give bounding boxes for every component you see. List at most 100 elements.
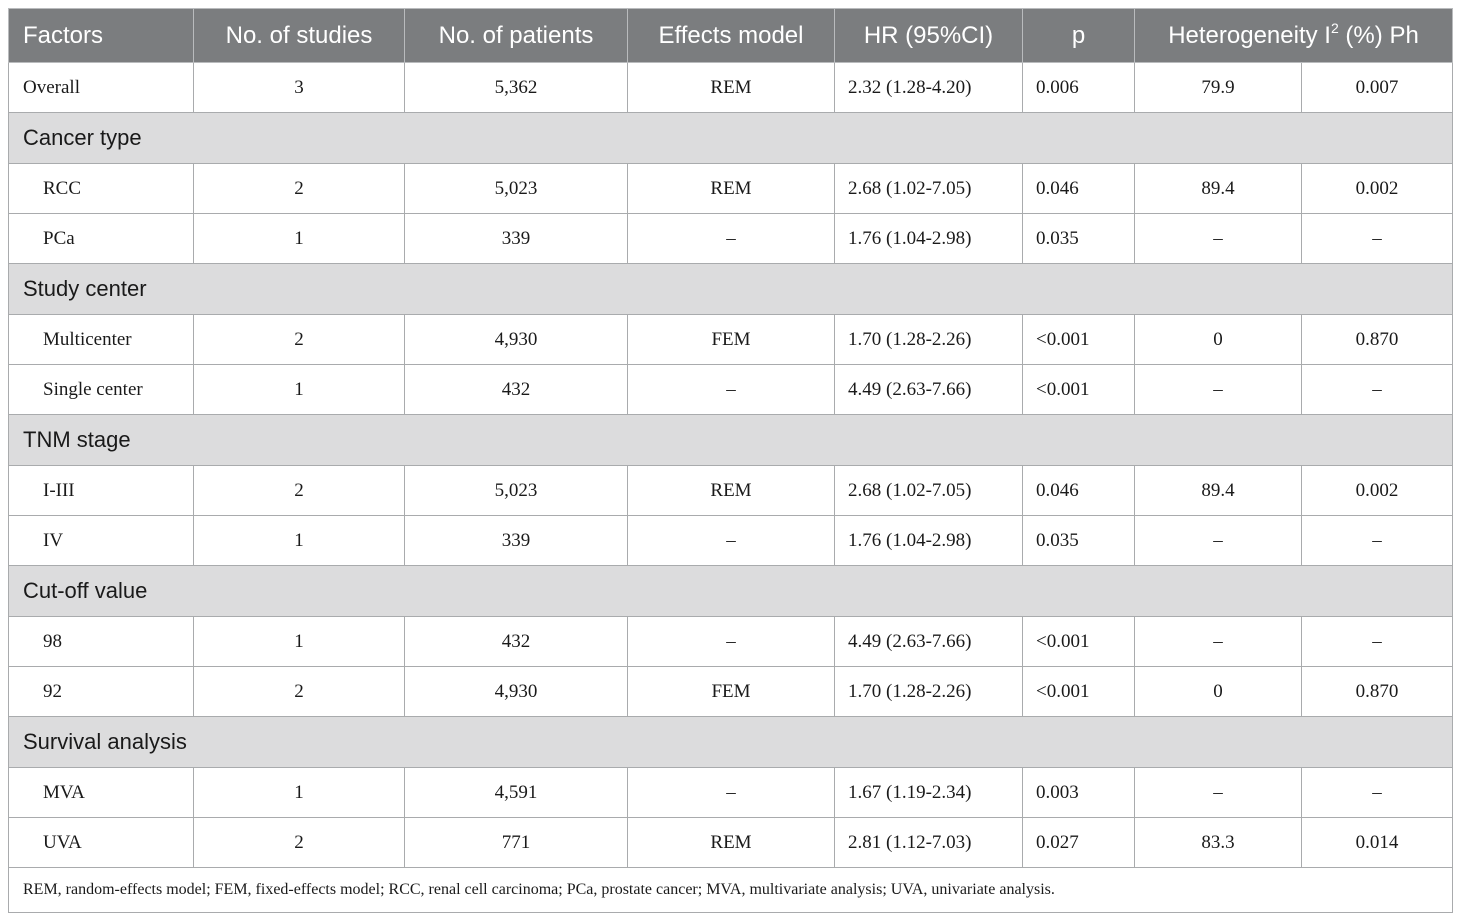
footnote: REM, random-effects model; FEM, fixed-ef…: [8, 867, 1453, 913]
cell-factor: UVA: [8, 817, 194, 868]
cell-studies: 2: [193, 465, 405, 516]
cell-model: REM: [627, 163, 835, 214]
cell-patients: 5,023: [404, 465, 628, 516]
cell-studies: 2: [193, 163, 405, 214]
header-row: Factors No. of studies No. of patients E…: [8, 8, 1453, 63]
cell-hr: 4.49 (2.63-7.66): [834, 616, 1023, 667]
cell-model: REM: [627, 62, 835, 113]
header-heterogeneity-sup: 2: [1330, 19, 1339, 36]
table-row-overall: Overall 3 5,362 REM 2.32 (1.28-4.20) 0.0…: [8, 62, 1453, 113]
cell-model: REM: [627, 817, 835, 868]
cell-factor: 92: [8, 666, 194, 717]
cell-model: –: [627, 515, 835, 566]
cell-studies: 2: [193, 314, 405, 365]
cell-ph: –: [1301, 364, 1453, 415]
table-row: UVA 2 771 REM 2.81 (1.12-7.03) 0.027 83.3 0.014: [8, 817, 1453, 868]
table-row: IV 1 339–1.76 (1.04-2.98) 0.035– –: [8, 515, 1453, 566]
cell-factor: PCa: [8, 213, 194, 264]
header-hr: HR (95%CI): [834, 8, 1023, 63]
cell-studies: 1: [193, 515, 405, 566]
cell-model: –: [627, 213, 835, 264]
cell-studies: 2: [193, 817, 405, 868]
cell-ph: –: [1301, 616, 1453, 667]
cell-factor: Multicenter: [8, 314, 194, 365]
cell-model: FEM: [627, 666, 835, 717]
section-row: TNM stage: [8, 414, 1453, 466]
table-row: PCa 1 339–1.76 (1.04-2.98) 0.035– –: [8, 213, 1453, 264]
cell-ph: 0.014: [1301, 817, 1453, 868]
footnote-row: REM, random-effects model; FEM, fixed-ef…: [8, 867, 1453, 913]
cell-patients: 771: [404, 817, 628, 868]
section-row: Cut-off value: [8, 565, 1453, 617]
cell-ph: 0.002: [1301, 465, 1453, 516]
table-row: Multicenter 2 4,930 FEM 1.70 (1.28-2.26) <0.0…: [8, 314, 1453, 365]
cell-model: FEM: [627, 314, 835, 365]
cell-patients: 5,023: [404, 163, 628, 214]
cell-model: –: [627, 767, 835, 818]
header-patients: No. of patients: [404, 8, 628, 63]
cell-hr: 2.81 (1.12-7.03): [834, 817, 1023, 868]
section-row: Cancer type: [8, 112, 1453, 164]
cell-ph: 0.007: [1301, 62, 1453, 113]
cell-p: 0.006: [1022, 62, 1135, 113]
data-table-container: Factors No. of studies No. of patients E…: [8, 8, 1453, 913]
table-row: Single center 1 432 – 4.49 (2.63-7.66) <0.001…: [8, 364, 1453, 415]
header-effects-model: Effects model: [627, 8, 835, 63]
cell-factor: I-III: [8, 465, 194, 516]
cell-i2: 0: [1134, 666, 1302, 717]
cell-p: 0.046: [1022, 465, 1135, 516]
section-row: Study center: [8, 263, 1453, 315]
cell-hr: 1.76 (1.04-2.98): [834, 515, 1023, 566]
cell-i2: –: [1134, 767, 1302, 818]
section-title: Study center: [8, 263, 1453, 315]
cell-p: <0.001: [1022, 364, 1135, 415]
cell-p: <0.001: [1022, 314, 1135, 365]
cell-factor: Single center: [8, 364, 194, 415]
cell-hr: 2.68 (1.02-7.05): [834, 163, 1023, 214]
cell-patients: 339: [404, 515, 628, 566]
cell-patients: 432: [404, 364, 628, 415]
cell-model: –: [627, 616, 835, 667]
table-body: Overall 3 5,362 REM 2.32 (1.28-4.20) 0.0…: [8, 62, 1453, 868]
section-row: Survival analysis: [8, 716, 1453, 768]
cell-hr: 1.70 (1.28-2.26): [834, 314, 1023, 365]
cell-studies: 1: [193, 364, 405, 415]
table-footer: REM, random-effects model; FEM, fixed-ef…: [8, 867, 1453, 913]
cell-studies: 3: [193, 62, 405, 113]
table-row: MVA 1 4,591–1.67 (1.19-2.34) 0.003– –: [8, 767, 1453, 818]
cell-studies: 1: [193, 213, 405, 264]
table-row: 92 2 4,930 FEM 1.70 (1.28-2.26) <0.001 0 0.870: [8, 666, 1453, 717]
cell-patients: 5,362: [404, 62, 628, 113]
cell-studies: 1: [193, 616, 405, 667]
cell-patients: 432: [404, 616, 628, 667]
cell-factor: IV: [8, 515, 194, 566]
cell-ph: –: [1301, 213, 1453, 264]
cell-hr: 2.32 (1.28-4.20): [834, 62, 1023, 113]
cell-patients: 4,591: [404, 767, 628, 818]
cell-p: 0.035: [1022, 213, 1135, 264]
cell-p: 0.027: [1022, 817, 1135, 868]
cell-p: 0.046: [1022, 163, 1135, 214]
cell-hr: 4.49 (2.63-7.66): [834, 364, 1023, 415]
cell-p: <0.001: [1022, 616, 1135, 667]
header-heterogeneity-suffix: (%): [1338, 21, 1383, 49]
cell-i2: –: [1134, 364, 1302, 415]
cell-i2: 83.3: [1134, 817, 1302, 868]
cell-ph: –: [1301, 515, 1453, 566]
header-p: p: [1022, 8, 1135, 63]
cell-factor: 98: [8, 616, 194, 667]
table-header: Factors No. of studies No. of patients E…: [8, 8, 1453, 63]
section-title: Cancer type: [8, 112, 1453, 164]
header-heterogeneity-prefix: Heterogeneity I: [1168, 21, 1331, 49]
cell-hr: 1.76 (1.04-2.98): [834, 213, 1023, 264]
cell-i2: 79.9: [1134, 62, 1302, 113]
cell-i2: –: [1134, 213, 1302, 264]
header-factors: Factors: [8, 8, 194, 63]
cell-i2: 89.4: [1134, 163, 1302, 214]
header-heterogeneity: Heterogeneity I2 (%) Ph: [1134, 8, 1453, 63]
cell-studies: 2: [193, 666, 405, 717]
subgroup-analysis-table: Factors No. of studies No. of patients E…: [8, 8, 1453, 913]
header-studies: No. of studies: [193, 8, 405, 63]
cell-p: 0.003: [1022, 767, 1135, 818]
table-row: RCC 2 5,023 REM 2.68 (1.02-7.05) 0.046 89.4 0.0…: [8, 163, 1453, 214]
